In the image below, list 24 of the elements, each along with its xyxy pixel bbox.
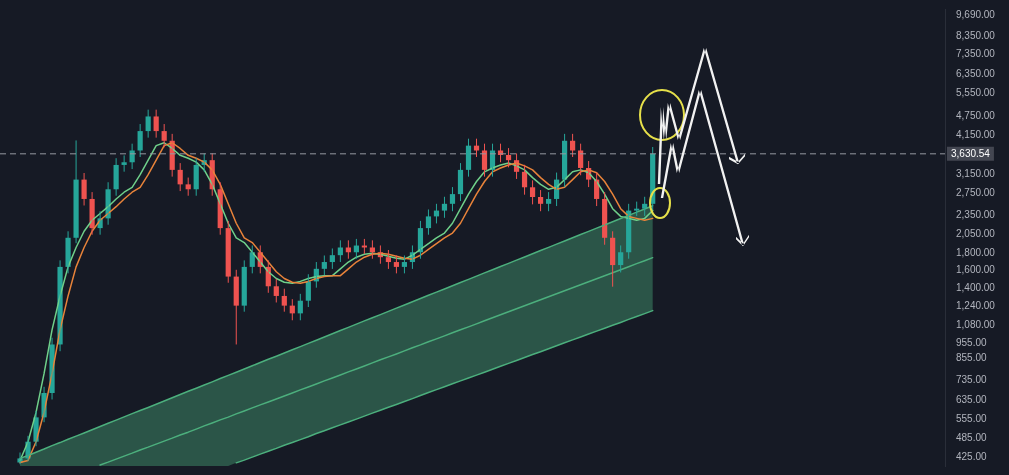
- y-tick-label: 1,400.00: [956, 282, 996, 294]
- ref-line-label: 3,630.54: [951, 147, 991, 159]
- y-tick-label: 7,350.00: [956, 47, 996, 59]
- y-tick-label: 1,800.00: [956, 246, 996, 258]
- y-tick-label: 1,240.00: [956, 299, 996, 311]
- y-tick-label: 485.00: [956, 432, 988, 444]
- y-tick-label: 635.00: [956, 394, 988, 406]
- y-tick-label: 1,080.00: [956, 319, 996, 331]
- y-tick-label: 2,750.00: [956, 186, 996, 198]
- y-tick-label: 555.00: [956, 413, 988, 425]
- y-tick-label: 4,150.00: [956, 128, 996, 140]
- y-tick-label: 2,350.00: [956, 209, 996, 221]
- y-tick-label: 8,350.00: [956, 29, 996, 41]
- y-tick-label: 425.00: [956, 451, 988, 463]
- y-tick-label: 6,350.00: [956, 68, 996, 80]
- y-tick-label: 955.00: [956, 336, 988, 348]
- y-tick-label: 855.00: [956, 352, 988, 364]
- y-tick-label: 9,690.00: [956, 8, 996, 20]
- y-tick-label: 2,050.00: [956, 228, 996, 240]
- y-tick-label: 3,150.00: [956, 167, 996, 179]
- y-tick-label: 735.00: [956, 373, 988, 385]
- y-tick-label: 4,750.00: [956, 109, 996, 121]
- y-tick-label: 5,550.00: [956, 87, 996, 99]
- y-tick-label: 1,600.00: [956, 263, 996, 275]
